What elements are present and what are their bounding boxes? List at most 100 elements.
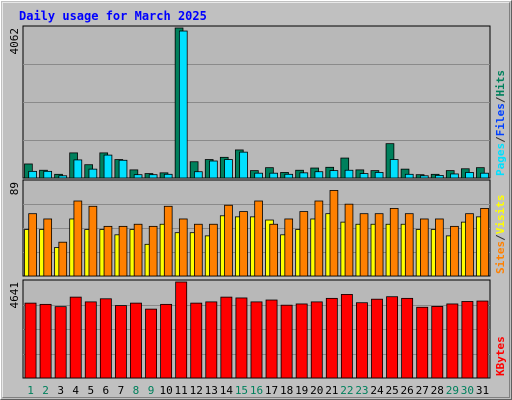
bar-kbytes-day-19 [295,303,308,379]
x-tick-label: 4 [72,384,79,397]
bar-pages-day-29 [450,173,459,179]
legend-entry: / [494,234,507,241]
x-tick-label: 7 [118,384,125,397]
bar-kbytes-day-22 [340,294,353,379]
bar-kbytes-day-13 [205,301,218,379]
panel-legend: Pages/Files/Hits [494,70,507,176]
y-max-label: 4062 [8,28,21,55]
bar-sites-day-24 [374,213,384,277]
bar-kbytes-day-24 [371,298,383,379]
bar-sites-day-21 [329,190,339,277]
x-tick-label: 22 [340,384,353,397]
bar-pages-day-4 [73,159,83,179]
bar-sites-day-11 [178,218,188,277]
bar-sites-day-29 [450,225,459,277]
bar-kbytes-day-28 [431,306,444,379]
x-axis-labels: 1 2 3 4 5 6 7 8 9 10 11 12 13 14 15 16 17 18 19 20 21 22 23 24 2… [27,384,489,397]
bar-pages-day-30 [465,172,474,179]
bar-pages-day-5 [88,168,98,179]
x-tick-label: 31 [476,384,489,397]
x-tick-label: 5 [87,384,94,397]
bar-pages-day-2 [43,170,53,179]
x-tick-label: 10 [159,384,172,397]
x-tick-label: 9 [148,384,155,397]
x-tick-label: 6 [103,384,110,397]
bar-kbytes-day-8 [130,302,142,379]
legend-entry: Visits [494,195,507,235]
bar-pages-day-18 [284,173,294,179]
bar-pages-day-11 [178,30,188,179]
bar-kbytes-day-3 [54,306,67,379]
x-tick-label: 28 [431,384,444,397]
bar-sites-day-1 [28,213,37,277]
bar-kbytes-day-15 [235,297,248,379]
x-tick-label: 15 [235,384,248,397]
legend-entry: Sites [494,241,507,274]
legend-entry: Hits [494,70,507,97]
legend-entry: / [494,96,507,103]
bar-kbytes-day-5 [84,301,97,379]
x-tick-label: 27 [416,384,429,397]
x-tick-label: 21 [325,384,338,397]
bar-pages-day-1 [28,170,37,179]
bar-sites-day-23 [359,213,369,277]
bar-kbytes-day-23 [356,302,368,379]
bar-sites-day-13 [209,223,218,277]
y-max-label: 89 [8,182,21,195]
bar-sites-day-7 [118,225,128,277]
panel-kbytes: 4641 KBytes [8,279,507,379]
bar-kbytes-day-12 [190,302,203,379]
bar-kbytes-day-14 [220,296,233,379]
bar-pages-day-20 [314,171,324,179]
bar-kbytes-day-27 [416,306,429,379]
bar-pages-day-21 [329,170,339,179]
bar-kbytes-day-16 [250,301,263,379]
bar-pages-day-26 [404,173,414,179]
x-tick-label: 14 [220,384,234,397]
bar-kbytes-day-20 [310,301,323,379]
bar-sites-day-9 [148,225,158,277]
bar-sites-day-3 [58,241,68,277]
y-max-label: 4641 [8,282,21,309]
x-tick-label: 12 [190,384,203,397]
bar-kbytes-day-29 [446,303,459,379]
bar-pages-day-24 [374,172,384,179]
x-tick-label: 30 [461,384,474,397]
x-tick-label: 18 [280,384,293,397]
bar-kbytes-day-31 [476,300,489,379]
x-tick-label: 13 [205,384,218,397]
legend-entry: KBytes [494,336,507,376]
bar-pages-day-12 [194,171,203,179]
bar-pages-day-16 [254,172,263,179]
bar-pages-day-17 [269,172,278,179]
bar-pages-day-27 [419,175,429,179]
bar-kbytes-day-2 [39,303,52,379]
bar-sites-day-10 [163,205,173,277]
x-tick-label: 16 [250,384,263,397]
legend-entry: Files [494,103,507,136]
legend-entry: Pages [494,143,507,176]
x-tick-label: 8 [133,384,140,397]
bar-sites-day-2 [43,218,53,277]
x-tick-label: 29 [446,384,459,397]
x-tick-label: 19 [295,384,308,397]
x-tick-label: 17 [265,384,278,397]
bar-sites-day-15 [239,211,248,277]
bar-pages-day-14 [224,159,233,179]
bar-pages-day-10 [163,173,173,179]
bar-kbytes-day-6 [99,298,112,379]
x-tick-label: 26 [401,384,414,397]
x-tick-label: 11 [175,384,188,397]
bar-kbytes-day-7 [114,305,127,379]
x-tick-label: 24 [370,384,384,397]
x-tick-label: 2 [42,384,49,397]
bar-sites-day-20 [314,200,324,277]
bar-pages-day-9 [148,174,158,179]
bar-kbytes-day-9 [145,308,157,379]
bar-sites-day-4 [73,200,83,277]
bar-pages-day-28 [435,175,444,179]
bar-sites-day-6 [103,225,113,277]
